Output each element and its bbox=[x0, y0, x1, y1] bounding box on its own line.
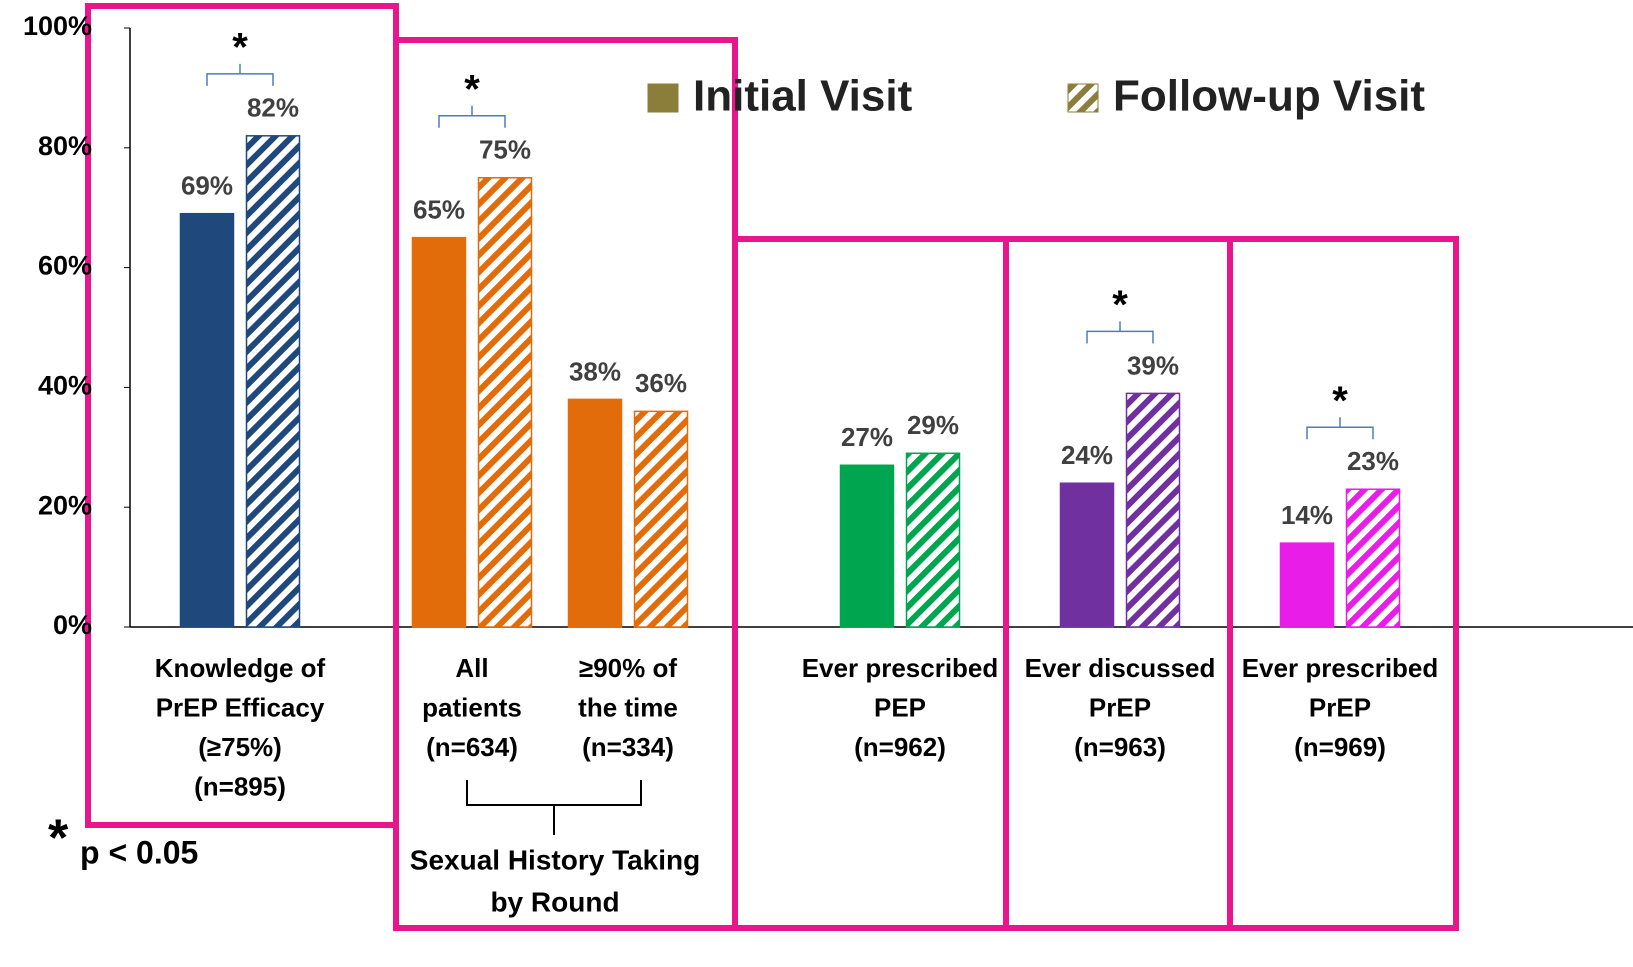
footnote-marker: * bbox=[48, 810, 69, 868]
significance-bracket bbox=[1306, 417, 1374, 440]
x-tick-label: (n=634) bbox=[426, 732, 518, 762]
x-tick-label: PrEP Efficacy bbox=[156, 692, 325, 722]
value-label: 82% bbox=[247, 93, 299, 123]
highlight-box bbox=[1003, 236, 1233, 931]
highlight-boxes bbox=[85, 3, 1459, 931]
value-label: 24% bbox=[1061, 440, 1113, 470]
significance-marker: * bbox=[1112, 283, 1128, 327]
significance-marker: * bbox=[464, 67, 480, 111]
x-tick-label: PrEP bbox=[1089, 692, 1151, 722]
group-bracket bbox=[466, 780, 642, 835]
value-label: 14% bbox=[1281, 500, 1333, 530]
bar bbox=[905, 452, 961, 628]
group-label: by Round bbox=[490, 886, 619, 917]
x-tick-label: ≥90% of bbox=[579, 653, 677, 683]
x-tick-label: (n=334) bbox=[582, 732, 674, 762]
significance-marker: * bbox=[232, 25, 248, 69]
x-tick-label: All bbox=[455, 653, 488, 683]
y-tick-label: 80% bbox=[38, 131, 92, 161]
significance-bracket bbox=[1086, 321, 1154, 344]
y-tick-label: 0% bbox=[53, 610, 92, 640]
value-label: 75% bbox=[479, 135, 531, 165]
bar bbox=[1345, 488, 1401, 628]
y-tick-label: 40% bbox=[38, 371, 92, 401]
bar bbox=[633, 410, 689, 628]
x-tick-label: Ever discussed bbox=[1025, 653, 1216, 683]
footnote: p < 0.05 bbox=[80, 834, 198, 870]
highlight-box bbox=[1227, 236, 1459, 931]
x-tick-label: (≥75%) bbox=[198, 732, 282, 762]
significance-marker: * bbox=[1332, 379, 1348, 423]
x-tick-label: (n=895) bbox=[194, 771, 286, 801]
bar bbox=[839, 464, 895, 628]
value-label: 29% bbox=[907, 410, 959, 440]
legend-swatch bbox=[1067, 83, 1099, 113]
bar bbox=[1279, 542, 1335, 628]
value-label: 27% bbox=[841, 422, 893, 452]
bar bbox=[567, 398, 623, 628]
bar bbox=[477, 177, 533, 628]
y-tick-label: 60% bbox=[38, 251, 92, 281]
legend-label: Initial Visit bbox=[693, 72, 913, 121]
value-label: 23% bbox=[1347, 446, 1399, 476]
y-tick-label: 100% bbox=[23, 11, 92, 41]
group-label: Sexual History Taking bbox=[410, 844, 700, 875]
x-tick-label: (n=963) bbox=[1074, 732, 1166, 762]
x-tick-label: (n=962) bbox=[854, 732, 946, 762]
bar bbox=[1125, 392, 1181, 628]
x-tick-label: patients bbox=[422, 692, 522, 722]
legend-label: Follow-up Visit bbox=[1113, 72, 1425, 121]
x-tick-label: Ever prescribed bbox=[802, 653, 999, 683]
significance-bracket bbox=[438, 105, 506, 128]
bar bbox=[411, 236, 467, 628]
x-tick-label: the time bbox=[578, 692, 678, 722]
x-tick-label: PEP bbox=[874, 692, 926, 722]
x-tick-label: PrEP bbox=[1309, 692, 1371, 722]
significance-bracket bbox=[206, 63, 274, 86]
x-tick-label: (n=969) bbox=[1294, 732, 1386, 762]
bar bbox=[179, 212, 235, 628]
x-tick-label: Ever prescribed bbox=[1242, 653, 1439, 683]
x-tick-label: Knowledge of bbox=[155, 653, 326, 683]
legend-swatch bbox=[647, 83, 679, 113]
bar bbox=[245, 135, 301, 628]
value-label: 39% bbox=[1127, 350, 1179, 380]
value-label: 65% bbox=[413, 195, 465, 225]
value-label: 38% bbox=[569, 356, 621, 386]
value-label: 69% bbox=[181, 171, 233, 201]
value-label: 36% bbox=[635, 368, 687, 398]
bar bbox=[1059, 482, 1115, 628]
y-tick-label: 20% bbox=[38, 490, 92, 520]
